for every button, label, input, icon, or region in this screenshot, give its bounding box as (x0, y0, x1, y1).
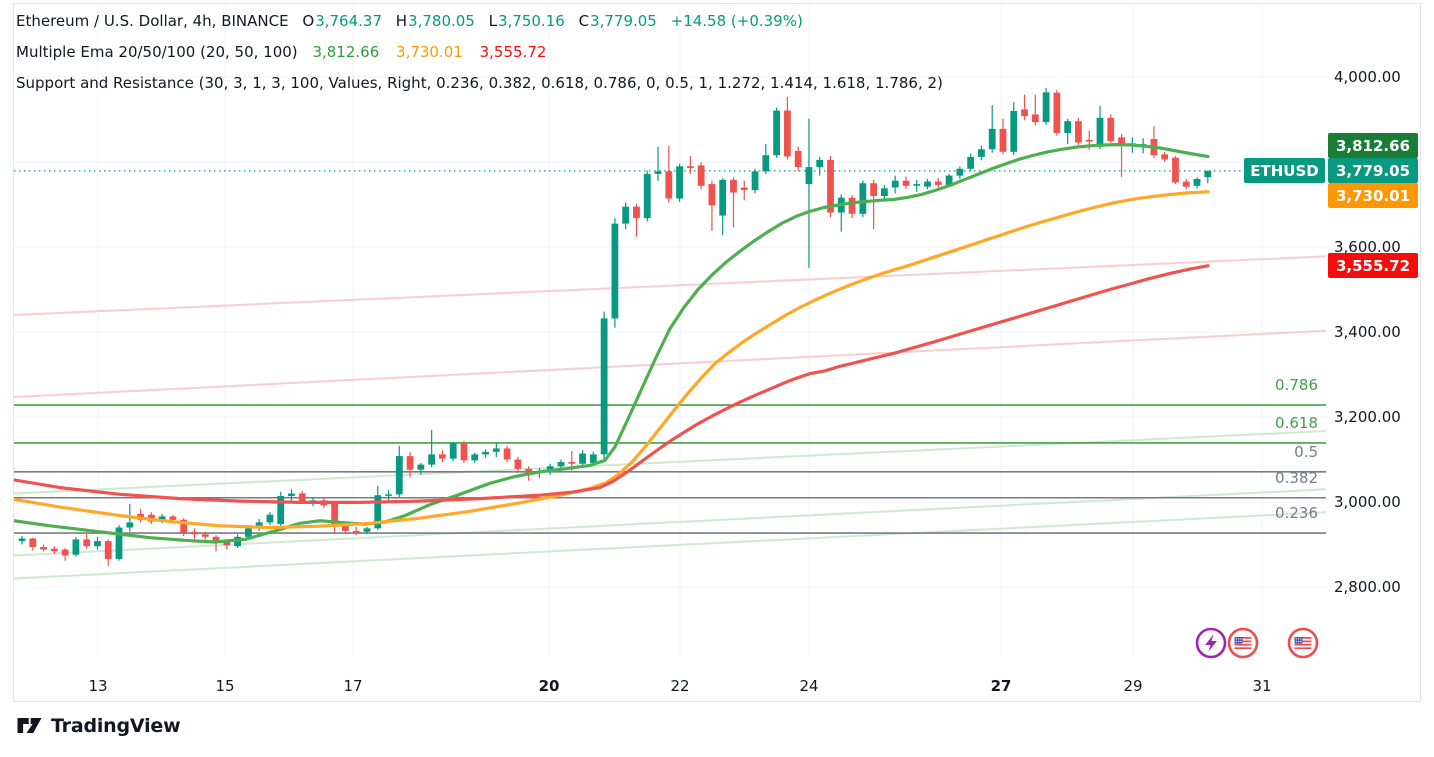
symbol-title: Ethereum / U.S. Dollar, 4h, BINANCE (16, 12, 289, 30)
ema20-value: 3,812.66 (312, 43, 380, 61)
close-value: 3,779.05 (590, 12, 657, 30)
open-label: O (302, 12, 315, 30)
lightning-icon[interactable] (1195, 627, 1227, 659)
tradingview-logo-icon (17, 718, 42, 733)
legend-sr-row[interactable]: Support and Resistance (30, 3, 1, 3, 100… (16, 72, 943, 94)
legend-ema-row[interactable]: Multiple Ema 20/50/100 (20, 50, 100) 3,8… (16, 41, 943, 63)
provider-icons[interactable] (1195, 627, 1319, 659)
tradingview-logo-text: TradingView (51, 714, 181, 737)
change-value: +14.58 (+0.39%) (670, 12, 803, 30)
legend-symbol-row[interactable]: Ethereum / U.S. Dollar, 4h, BINANCE O3,7… (16, 10, 943, 32)
tradingview-logo[interactable]: TradingView (16, 712, 181, 739)
ema-indicator-title: Multiple Ema 20/50/100 (20, 50, 100) (16, 43, 298, 61)
ema100-value: 3,555.72 (479, 43, 547, 61)
high-value: 3,780.05 (408, 12, 475, 30)
us-flag-icon-2[interactable] (1287, 627, 1319, 659)
ema50-value: 3,730.01 (396, 43, 463, 61)
open-value: 3,764.37 (315, 12, 382, 30)
ema100-line (14, 264, 1210, 504)
candles-layer (18, 88, 1212, 566)
close-label: C (578, 12, 590, 30)
chart-legend: Ethereum / U.S. Dollar, 4h, BINANCE O3,7… (16, 10, 943, 103)
sr-horizontal-lines (14, 404, 1326, 534)
high-label: H (395, 12, 408, 30)
sr-indicator-title: Support and Resistance (30, 3, 1, 3, 100… (16, 74, 943, 92)
sr-trend-lines (14, 255, 1326, 580)
chart-frame-border (13, 3, 1421, 702)
low-label: L (488, 12, 497, 30)
us-flag-icon[interactable] (1227, 627, 1259, 659)
ema50-line (14, 190, 1210, 530)
low-value: 3,750.16 (497, 12, 565, 30)
